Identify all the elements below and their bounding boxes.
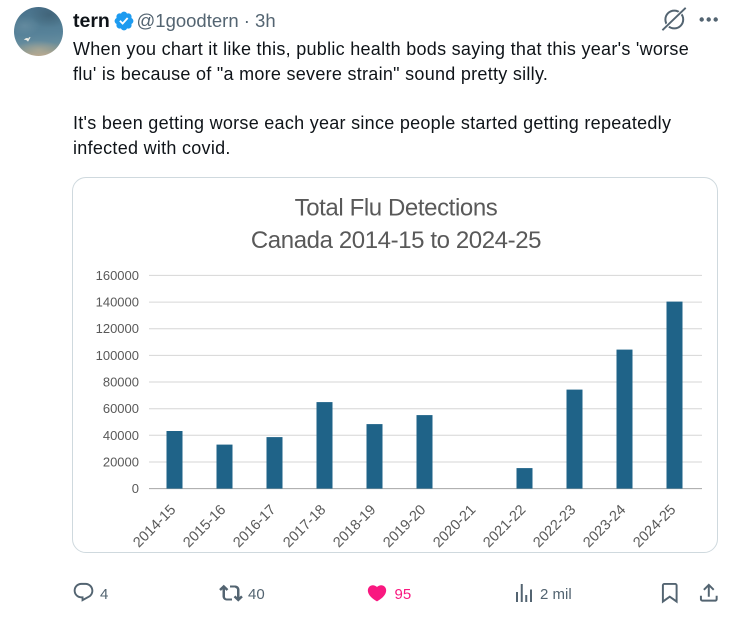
svg-text:2017-18: 2017-18	[280, 502, 329, 551]
svg-text:2014-15: 2014-15	[130, 502, 179, 551]
svg-text:2019-20: 2019-20	[380, 502, 429, 551]
svg-text:100000: 100000	[96, 348, 139, 363]
svg-text:2021-22: 2021-22	[480, 502, 529, 551]
svg-text:2024-25: 2024-25	[630, 502, 679, 551]
svg-text:20000: 20000	[103, 455, 139, 470]
svg-text:2018-19: 2018-19	[330, 502, 379, 551]
svg-text:2015-16: 2015-16	[180, 502, 229, 551]
svg-text:Total Flu Detections: Total Flu Detections	[295, 195, 498, 222]
svg-text:140000: 140000	[96, 295, 139, 310]
svg-text:60000: 60000	[103, 401, 139, 416]
svg-text:2016-17: 2016-17	[230, 502, 279, 551]
svg-text:2022-23: 2022-23	[530, 502, 579, 551]
svg-text:Canada 2014-15 to 2024-25: Canada 2014-15 to 2024-25	[251, 227, 541, 254]
svg-text:0: 0	[132, 481, 139, 496]
svg-text:120000: 120000	[96, 321, 139, 336]
svg-text:2020-21: 2020-21	[430, 502, 479, 551]
svg-text:160000: 160000	[96, 268, 139, 283]
svg-text:40000: 40000	[103, 428, 139, 443]
svg-text:2023-24: 2023-24	[580, 502, 629, 551]
svg-text:80000: 80000	[103, 375, 139, 390]
